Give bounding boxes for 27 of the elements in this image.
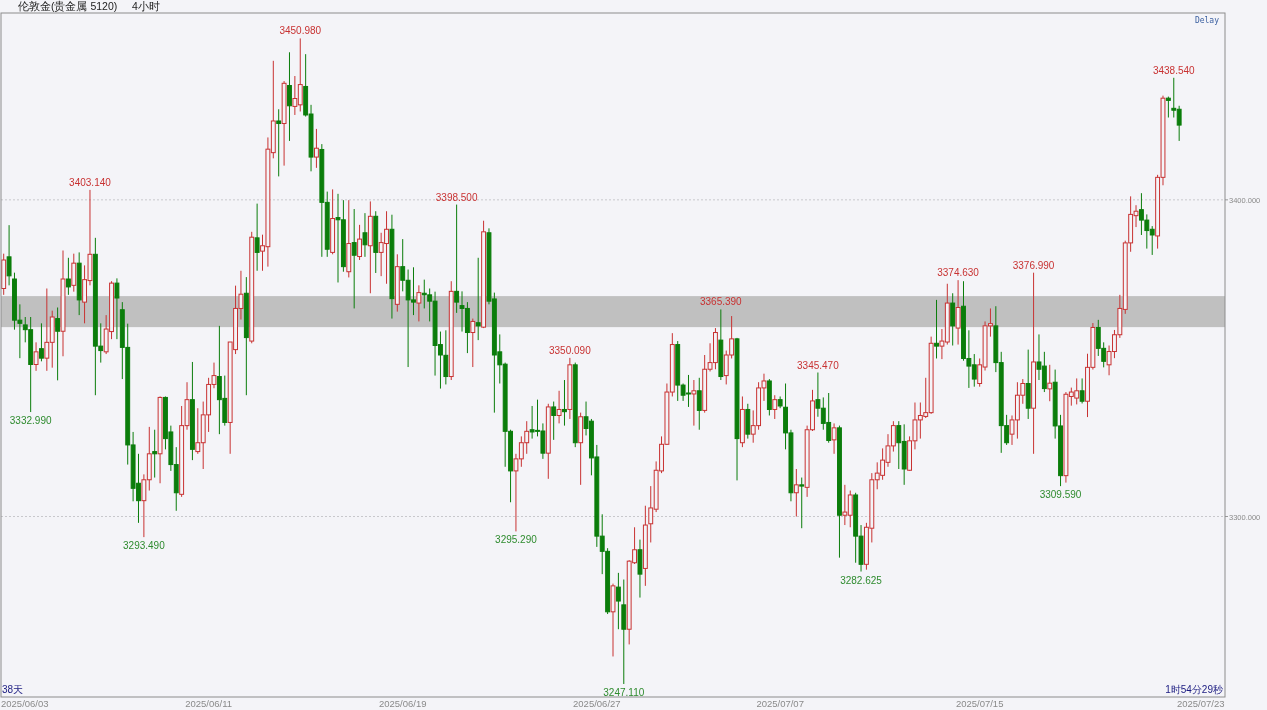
annotation: 3332.990 [9,415,52,427]
annotation: 3398.500 [435,191,478,203]
annotation: 3309.590 [1039,489,1082,501]
annotation: 3345.470 [797,359,840,371]
chart-subtitle: 4小时 [132,0,160,12]
chart-title: 伦敦金(贵金属 5120) [18,0,118,12]
x-tick-label: 2025/07/15 [955,698,1004,709]
x-tick-label: 2025/07/23 [1176,698,1225,709]
annotation: 3350.090 [549,344,592,356]
annotation: 3365.390 [699,296,743,308]
annotation: 3403.140 [69,176,112,188]
annotation: 3295.290 [495,534,538,546]
annotation: 3438.540 [1152,64,1196,76]
annotation: 3450.980 [279,25,322,37]
x-tick-label: 2025/07/07 [756,698,804,709]
annotation: 3247.110 [603,686,645,698]
x-tick-label: 2025/06/19 [378,698,427,709]
x-tick-label: 2025/06/03 [1,698,49,709]
annotation: 38天 [2,684,24,695]
annotation: 3374.630 [937,267,980,279]
annotation: 1时54分29秒 [1165,684,1223,695]
annotation: 3293.490 [123,540,166,552]
annotation: 3376.990 [1012,259,1055,271]
annotation: Delay [1194,16,1220,25]
annotation: 3282.625 [840,574,883,586]
x-tick-label: 2025/06/27 [573,698,621,709]
x-tick-label: 2025/06/11 [185,698,233,709]
